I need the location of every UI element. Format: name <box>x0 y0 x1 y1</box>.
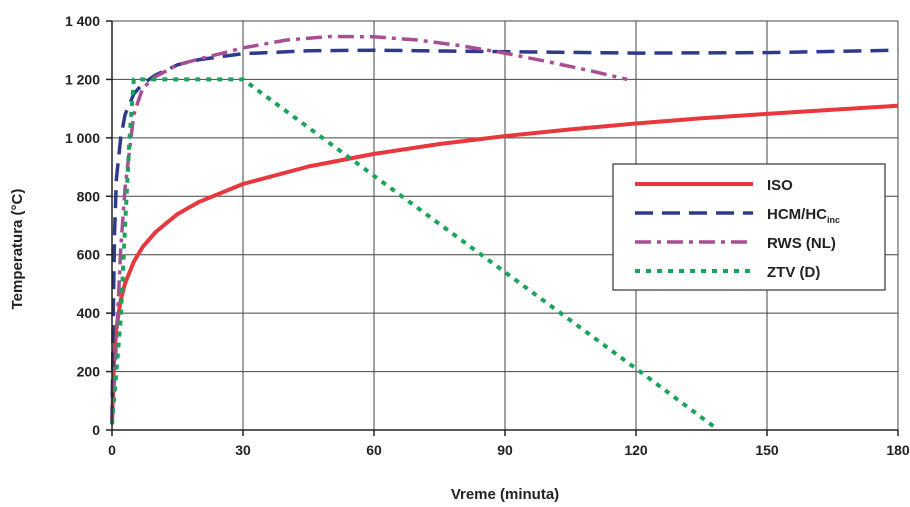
x-tick-label: 180 <box>886 442 910 458</box>
x-tick-label: 30 <box>235 442 251 458</box>
x-tick-label: 150 <box>755 442 779 458</box>
legend-label: RWS (NL) <box>767 235 836 252</box>
y-tick-label: 800 <box>77 188 101 204</box>
x-tick-label: 90 <box>497 442 513 458</box>
series-line-ztv-d- <box>110 77 716 429</box>
x-axis-title: Vreme (minuta) <box>451 486 559 503</box>
y-tick-label: 1 200 <box>65 71 100 87</box>
axes <box>106 20 899 436</box>
tick-labels: 0 200 400 600 800 1 000 1 200 1 400 0 30 60 90 120 15… <box>65 13 910 458</box>
legend: ISO HCM/HCinc RWS (NL) ZTV (D) <box>612 163 886 291</box>
series-line-iso <box>110 103 899 425</box>
series-lines <box>110 34 899 429</box>
x-tick-label: 0 <box>108 442 116 458</box>
series-line-hcm-hcinc <box>110 48 899 425</box>
y-tick-label: 400 <box>77 305 101 321</box>
x-tick-label: 60 <box>366 442 382 458</box>
y-tick-label: 0 <box>92 422 100 438</box>
series-line-rws-nl- <box>110 34 628 425</box>
legend-label: ZTV (D) <box>767 264 820 281</box>
y-tick-label: 200 <box>77 364 101 380</box>
y-tick-label: 600 <box>77 247 101 263</box>
y-tick-label: 1 000 <box>65 130 100 146</box>
legend-label: ISO <box>767 177 793 194</box>
x-tick-label: 120 <box>624 442 648 458</box>
y-tick-label: 1 400 <box>65 13 100 29</box>
y-axis-title: Temperatura (°C) <box>9 189 26 310</box>
legend-label: HCM/HCinc <box>767 206 840 225</box>
